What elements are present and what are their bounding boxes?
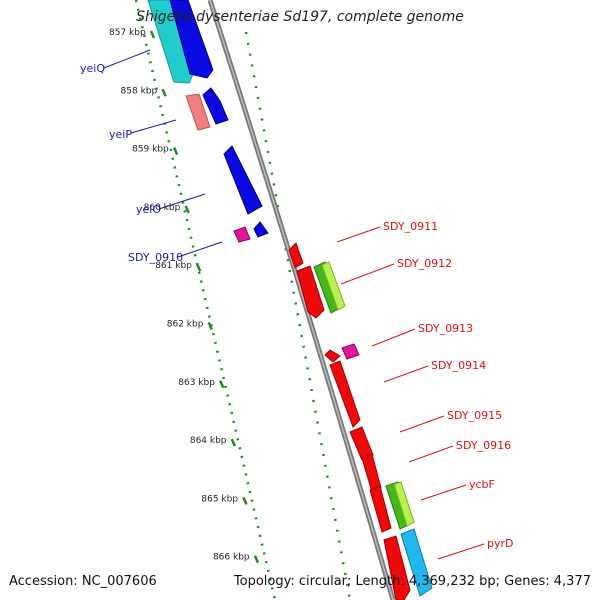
gene-pyrD-feature-skyblue[interactable] xyxy=(400,528,433,597)
kbp-tick xyxy=(196,263,202,272)
accession-text: Accession: NC_007606 xyxy=(9,574,157,589)
gene-SDY_0914-feature-red[interactable] xyxy=(329,360,361,428)
gene-label-SDY_0916[interactable]: SDY_0916 xyxy=(456,439,511,452)
gene-SDY_0910-feature-blue[interactable] xyxy=(253,221,269,238)
gene-ycbF-feature-red[interactable] xyxy=(369,485,392,533)
gene-label-SDY_0915[interactable]: SDY_0915 xyxy=(447,409,502,422)
genome-summary-text: Topology: circular; Length: 4,369,232 bp… xyxy=(233,574,591,589)
gene-label-SDY_0914[interactable]: SDY_0914 xyxy=(431,359,486,372)
kbp-label: 864 kbp xyxy=(190,436,227,446)
gene-label-yeiO[interactable]: yeiO xyxy=(136,203,161,216)
leader-line xyxy=(103,49,151,69)
leader-line xyxy=(158,193,206,210)
gene-SDY_0913-feature-red[interactable] xyxy=(324,349,341,363)
kbp-tick xyxy=(219,380,225,389)
kbp-label: 861 kbp xyxy=(155,261,192,271)
leader-line xyxy=(340,263,395,285)
leader-line xyxy=(177,241,223,258)
kbp-label: 858 kbp xyxy=(121,86,158,96)
gene-SDY_0912-feature-yellowgreen[interactable] xyxy=(321,261,346,311)
gene-yeiP-feature-salmon[interactable] xyxy=(185,93,211,131)
leader-line xyxy=(437,543,485,560)
kbp-tick xyxy=(242,496,248,505)
right-gene-labels: SDY_0911 SDY_0912 SDY_0913 SDY_0914 SDY_0915… xyxy=(336,220,514,560)
gene-label-SDY_0913[interactable]: SDY_0913 xyxy=(418,322,473,335)
kbp-tick xyxy=(149,30,156,39)
gene-pyrD-feature-red[interactable] xyxy=(383,535,411,600)
genome-backbone xyxy=(207,0,396,600)
kbp-label: 857 kbp xyxy=(109,28,146,38)
leader-line xyxy=(130,119,177,134)
gene-label-yeiP[interactable]: yeiP xyxy=(109,128,132,141)
kbp-label: 866 kbp xyxy=(213,553,250,563)
gene-label-SDY_0910[interactable]: SDY_0910 xyxy=(128,251,183,264)
gene-label-SDY_0911[interactable]: SDY_0911 xyxy=(383,220,438,233)
kbp-tick xyxy=(253,555,260,564)
gene-SDY_0915-feature-red[interactable] xyxy=(349,426,374,461)
inner-tick-track xyxy=(134,0,277,600)
left-strand-genes xyxy=(147,0,269,243)
gene-SDY_0912-feature-red[interactable] xyxy=(296,265,325,319)
leader-line xyxy=(336,226,381,243)
leader-line xyxy=(371,328,416,347)
kbp-label: 865 kbp xyxy=(201,494,238,504)
gene-ycbF-feature-yellowgreen[interactable] xyxy=(393,481,415,527)
kbp-tick xyxy=(207,322,213,330)
kbp-tick xyxy=(230,438,236,447)
gene-yeiO-feature-blue[interactable] xyxy=(223,145,263,215)
gene-label-ycbF[interactable]: ycbF xyxy=(469,478,495,491)
gene-label-SDY_0912[interactable]: SDY_0912 xyxy=(397,257,452,270)
leader-line xyxy=(408,445,454,463)
gene-yeiQ-feature-blue[interactable] xyxy=(169,0,214,79)
gene-label-yeiQ[interactable]: yeiQ xyxy=(80,62,105,75)
kbp-tick xyxy=(161,88,167,97)
gene-SDY_0911-feature-red[interactable] xyxy=(288,242,304,269)
kbp-tick xyxy=(172,147,179,156)
gene-yeiQ-feature-cyan[interactable] xyxy=(147,0,196,84)
kbp-label: 859 kbp xyxy=(132,145,169,155)
leader-line xyxy=(420,484,467,501)
leader-line xyxy=(399,415,445,433)
outer-tick-track xyxy=(244,31,352,600)
kbp-tick xyxy=(184,205,190,214)
gene-yeiP-feature-blue[interactable] xyxy=(202,87,229,125)
map-title: Shigella dysenteriae Sd197, complete gen… xyxy=(136,9,464,25)
gene-label-pyrD[interactable]: pyrD xyxy=(487,537,514,550)
left-gene-labels: yeiQ yeiP yeiO SDY_0910 xyxy=(80,49,223,264)
kbp-label: 862 kbp xyxy=(167,320,204,330)
leader-line xyxy=(383,365,429,383)
gene-SDY_0910-feature-magenta[interactable] xyxy=(233,226,251,243)
right-strand-genes xyxy=(288,242,433,600)
gene-SDY_0913-feature-magenta[interactable] xyxy=(341,343,360,360)
kbp-label: 863 kbp xyxy=(178,378,215,388)
